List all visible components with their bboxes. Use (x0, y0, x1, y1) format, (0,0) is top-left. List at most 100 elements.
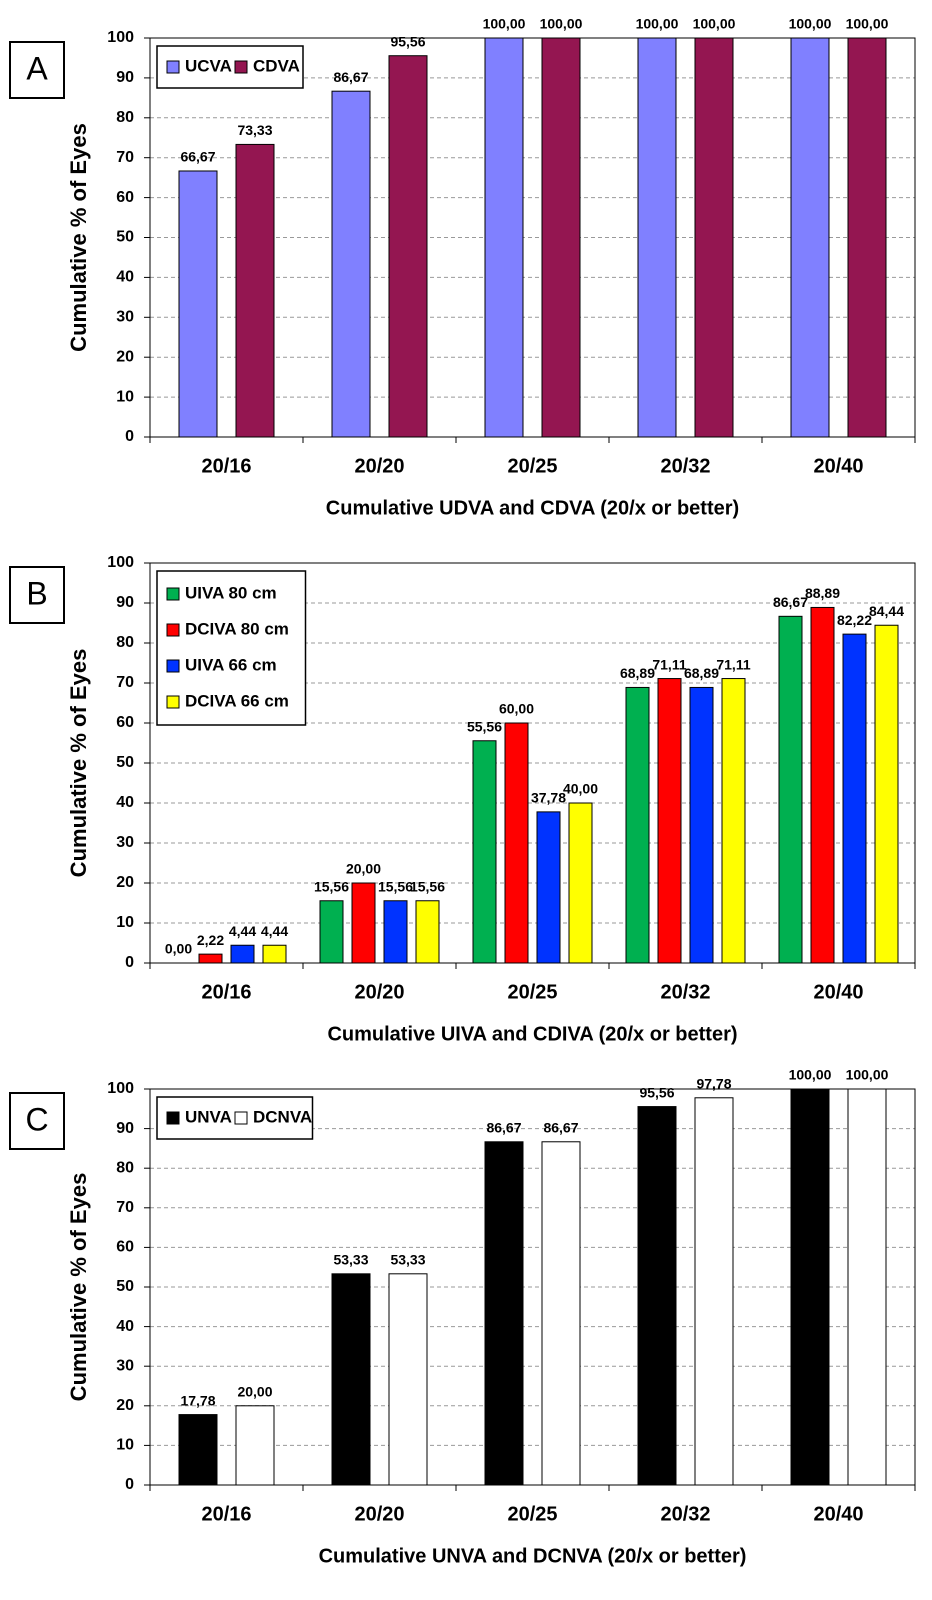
data-label: 68,89 (620, 665, 655, 681)
y-tick-label: 60 (116, 1239, 134, 1256)
x-axis-title: Cumulative UIVA and CDIVA (20/x or bette… (327, 1023, 737, 1045)
legend-box (156, 570, 307, 726)
legend-swatch (166, 587, 180, 601)
data-label: 100,00 (636, 16, 679, 32)
y-tick-label: 60 (116, 714, 134, 731)
bar (484, 37, 524, 438)
panel-label-box (9, 1092, 65, 1150)
y-tick-label: 0 (125, 428, 134, 445)
bar (388, 1273, 428, 1486)
legend-box (156, 45, 304, 89)
y-tick-label: 80 (116, 634, 134, 651)
bar (351, 882, 376, 964)
legend-swatch (166, 1111, 180, 1125)
data-label: 86,67 (333, 69, 368, 85)
bar (484, 1141, 524, 1486)
y-tick-label: 30 (116, 1357, 134, 1374)
y-tick-label: 40 (116, 269, 134, 286)
y-tick-label: 50 (116, 1278, 134, 1295)
bar (689, 686, 714, 964)
y-tick-label: 50 (116, 754, 134, 771)
data-label: 95,56 (390, 33, 425, 49)
y-tick-label: 40 (116, 1318, 134, 1335)
data-label: 97,78 (696, 1075, 731, 1091)
data-label: 37,78 (531, 790, 566, 806)
legend-swatch (166, 60, 180, 74)
x-tick-label: 20/20 (354, 981, 404, 1003)
data-label: 73,33 (237, 122, 272, 138)
data-label: 71,11 (652, 656, 686, 672)
bar (694, 1097, 734, 1486)
legend-label: DCNVA (253, 1107, 312, 1126)
y-tick-label: 90 (116, 69, 134, 86)
y-tick-label: 10 (116, 388, 134, 405)
legend-label: DCIVA 80 cm (185, 619, 289, 638)
data-label: 88,89 (805, 585, 840, 601)
bar (198, 953, 223, 964)
y-axis-title: Cumulative % of Eyes (66, 123, 91, 352)
panel-label: B (26, 575, 47, 611)
data-label: 82,22 (837, 612, 872, 628)
legend-label: UCVA (185, 56, 232, 75)
bar (790, 1088, 830, 1486)
data-label: 53,33 (390, 1252, 425, 1268)
legend-label: UIVA 66 cm (185, 655, 277, 674)
bar (504, 722, 529, 964)
data-label: 84,44 (869, 603, 904, 619)
bar (810, 606, 835, 964)
x-tick-label: 20/40 (813, 455, 863, 477)
data-label: 40,00 (563, 781, 598, 797)
data-label: 86,67 (486, 1119, 521, 1135)
bar (319, 900, 344, 964)
panel-label-box (9, 41, 65, 99)
chart-panel: 0 10 20 30 40 50 60 70 80 90 100 20/16 17,78 20,00 20/… (9, 1067, 916, 1567)
x-tick-label: 20/25 (507, 981, 557, 1003)
data-label: 15,56 (410, 878, 445, 894)
y-tick-label: 80 (116, 1159, 134, 1176)
legend-label: UNVA (185, 1107, 232, 1126)
y-axis-title: Cumulative % of Eyes (66, 649, 91, 878)
data-label: 0,00 (165, 941, 192, 957)
data-label: 53,33 (333, 1252, 368, 1268)
data-label: 4,44 (261, 923, 288, 939)
bar (842, 633, 867, 964)
x-tick-label: 20/25 (507, 1503, 557, 1525)
legend-swatch (234, 1111, 248, 1125)
data-label: 55,56 (467, 718, 502, 734)
data-label: 15,56 (378, 878, 413, 894)
x-tick-label: 20/25 (507, 455, 557, 477)
y-tick-label: 60 (116, 189, 134, 206)
data-label: 20,00 (237, 1384, 272, 1400)
bar (541, 1141, 581, 1486)
x-tick-label: 20/40 (813, 981, 863, 1003)
data-label: 100,00 (846, 1067, 889, 1083)
legend-label: DCIVA 66 cm (185, 691, 289, 710)
data-label: 95,56 (639, 1084, 674, 1100)
data-label: 15,56 (314, 878, 349, 894)
data-label: 86,67 (543, 1119, 578, 1135)
y-tick-label: 40 (116, 794, 134, 811)
data-label: 100,00 (693, 16, 736, 32)
bar (331, 1273, 371, 1486)
bar (637, 1106, 677, 1486)
y-tick-label: 0 (125, 954, 134, 971)
bar (541, 37, 581, 438)
legend-swatch (166, 623, 180, 637)
data-label: 66,67 (180, 149, 215, 165)
bar (568, 802, 593, 964)
x-tick-label: 20/16 (201, 455, 251, 477)
legend-label: CDVA (253, 56, 300, 75)
bar (230, 944, 255, 964)
bar (178, 170, 218, 438)
legend-label: UIVA 80 cm (185, 583, 277, 602)
y-tick-label: 100 (107, 29, 134, 46)
bar (536, 811, 561, 964)
bar (388, 55, 428, 438)
bar (778, 615, 803, 964)
bar (625, 686, 650, 964)
x-tick-label: 20/20 (354, 1503, 404, 1525)
y-tick-label: 50 (116, 229, 134, 246)
y-tick-label: 10 (116, 914, 134, 931)
data-label: 20,00 (346, 861, 381, 877)
